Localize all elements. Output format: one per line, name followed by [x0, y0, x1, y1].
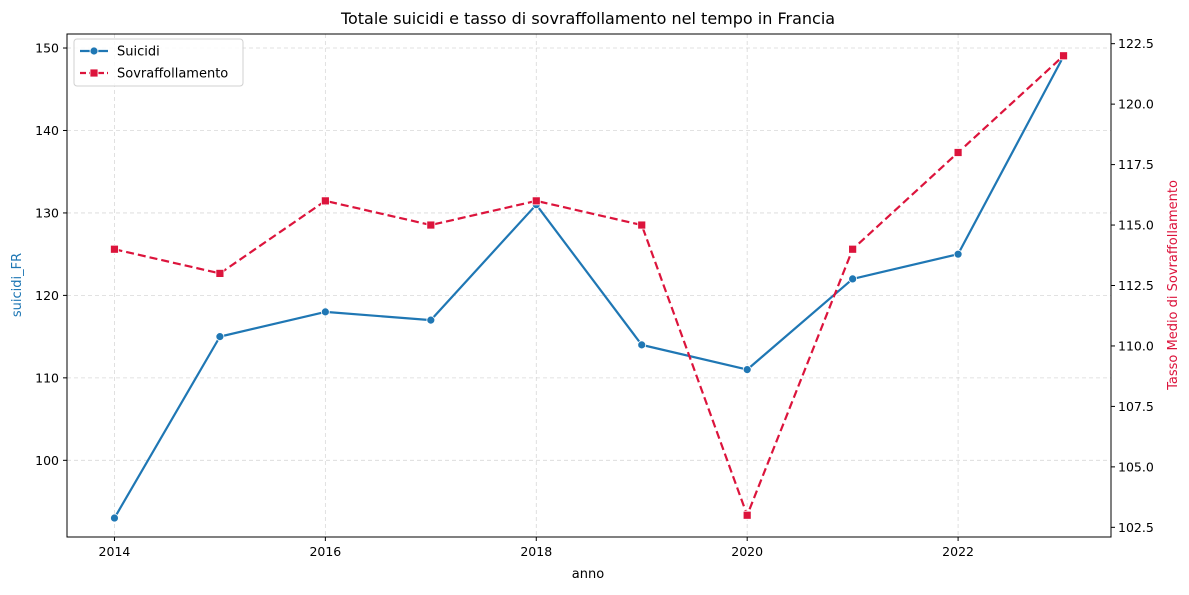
- data-point: [531, 196, 541, 206]
- y-axis-left: 100 110 120 130 140 150: [35, 41, 67, 468]
- x-axis: 2014 2016 2018 2020 2022: [99, 537, 974, 559]
- data-point: [953, 148, 963, 157]
- series-line: [113, 55, 1065, 519]
- data-point: [1059, 51, 1068, 61]
- y-left-tick-label: 130: [35, 205, 59, 220]
- y-right-tick-label: 107.5: [1118, 399, 1154, 414]
- legend-marker: [89, 46, 99, 56]
- data-point: [426, 315, 436, 325]
- x-tick-label: 2014: [99, 544, 131, 559]
- data-point: [320, 307, 330, 317]
- y-right-tick-label: 102.5: [1118, 520, 1154, 535]
- data-point: [742, 365, 752, 375]
- y-right-tick-label: 112.5: [1118, 278, 1154, 293]
- series-suicidi: [110, 51, 1068, 523]
- legend: Suicidi Sovraffollamento: [73, 38, 244, 87]
- y-right-tick-label: 122.5: [1118, 36, 1154, 51]
- grid-lines: [67, 34, 1111, 537]
- chart-title: Totale suicidi e tasso di sovraffollamen…: [340, 9, 835, 28]
- y-right-tick-label: 110.0: [1118, 338, 1154, 353]
- legend-label: Suicidi: [117, 45, 160, 60]
- y-right-tick-label: 117.5: [1118, 157, 1154, 172]
- y-axis-right: 102.5 105.0 107.5 110.0 112.5 115.0 117.5 120.0…: [1111, 36, 1154, 535]
- series-line: [114, 54, 1065, 517]
- legend-marker: [89, 68, 99, 78]
- x-tick-label: 2018: [520, 544, 552, 559]
- data-point: [215, 269, 225, 278]
- x-axis-label: anno: [572, 567, 604, 582]
- data-point: [215, 332, 225, 342]
- plot-frame: [66, 33, 1112, 538]
- x-tick-label: 2022: [942, 544, 974, 559]
- data-point: [110, 513, 119, 523]
- data-point: [953, 249, 963, 259]
- y-axis-right-label: Tasso Medio di Sovraffollamento: [1166, 180, 1181, 391]
- y-axis-left-label: suicidi_FR: [10, 253, 25, 317]
- x-tick-label: 2016: [309, 544, 341, 559]
- y-left-tick-label: 100: [35, 453, 59, 468]
- y-right-tick-label: 115.0: [1118, 218, 1154, 233]
- data-point: [742, 510, 752, 520]
- x-tick-label: 2020: [731, 544, 763, 559]
- series-layer: [110, 51, 1068, 523]
- data-point: [320, 196, 330, 206]
- y-left-tick-label: 120: [35, 288, 59, 303]
- data-point: [426, 220, 436, 230]
- series-sovraffollamento: [110, 51, 1068, 520]
- legend-item: Suicidi: [80, 45, 160, 60]
- data-point: [848, 274, 858, 284]
- y-left-tick-label: 140: [35, 123, 59, 138]
- legend-label: Sovraffollamento: [117, 67, 228, 82]
- data-point: [848, 244, 858, 254]
- legend-box: [73, 38, 244, 87]
- y-left-tick-label: 110: [35, 370, 59, 385]
- y-right-tick-label: 105.0: [1118, 459, 1154, 474]
- y-left-tick-label: 150: [35, 41, 59, 56]
- legend-item: Sovraffollamento: [80, 67, 228, 82]
- data-point: [110, 244, 119, 254]
- data-point: [637, 340, 647, 350]
- data-point: [637, 220, 647, 230]
- y-right-tick-label: 120.0: [1118, 97, 1154, 112]
